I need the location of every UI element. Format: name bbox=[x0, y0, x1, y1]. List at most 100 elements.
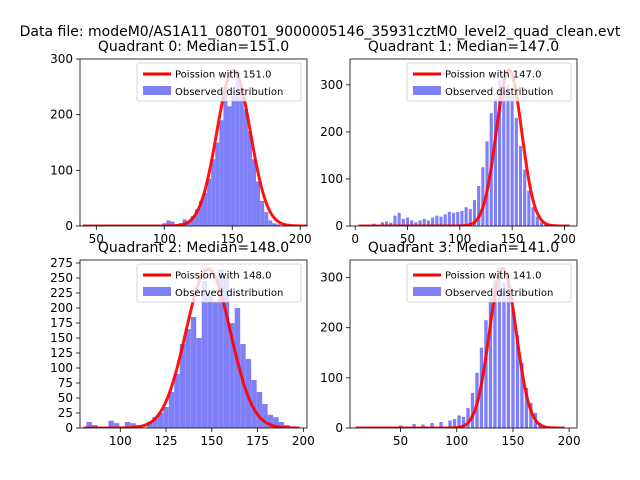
histogram-bar bbox=[460, 210, 464, 226]
histogram-bar bbox=[529, 402, 533, 428]
histogram-bar bbox=[468, 209, 472, 226]
histogram-bar bbox=[457, 415, 461, 428]
histogram-bar bbox=[439, 421, 443, 428]
histogram-bar bbox=[414, 222, 418, 226]
y-tick-label: 225 bbox=[50, 286, 73, 300]
x-tick-label: 200 bbox=[553, 232, 576, 246]
histogram-bar bbox=[389, 222, 393, 226]
histogram-bar bbox=[493, 98, 497, 226]
legend-label-observed: Observed distribution bbox=[445, 87, 553, 98]
y-tick-label: 0 bbox=[335, 421, 343, 435]
histogram-bar bbox=[207, 293, 213, 428]
legend-box bbox=[136, 62, 302, 102]
y-tick-label: 200 bbox=[50, 301, 73, 315]
y-tick-label: 200 bbox=[320, 321, 343, 335]
histogram-bar bbox=[497, 267, 502, 428]
histogram-bar bbox=[207, 178, 212, 226]
histogram-bar bbox=[531, 207, 535, 226]
y-tick-label: 300 bbox=[320, 78, 343, 92]
x-tick-label: 50 bbox=[393, 434, 408, 448]
x-tick-label: 200 bbox=[289, 232, 312, 246]
histogram-bar bbox=[190, 215, 195, 226]
histogram-bar bbox=[405, 217, 410, 226]
histogram-bar bbox=[251, 159, 257, 226]
histogram-bars bbox=[86, 269, 290, 428]
histogram-bar bbox=[523, 169, 527, 226]
y-tick-label: 300 bbox=[320, 271, 343, 285]
y-tick-label: 100 bbox=[50, 361, 73, 375]
histogram-bar bbox=[435, 215, 439, 226]
y-tick-label: 150 bbox=[50, 331, 73, 345]
y-tick-label: 100 bbox=[320, 371, 343, 385]
legend-label-poisson: Poission with 148.0 bbox=[175, 271, 271, 282]
histogram-bar bbox=[168, 392, 175, 428]
histogram-bar bbox=[544, 224, 548, 226]
histogram-bar bbox=[234, 308, 241, 428]
histogram-bar bbox=[451, 212, 456, 226]
y-tick-label: 100 bbox=[50, 163, 73, 177]
legend-box bbox=[136, 263, 302, 303]
y-tick-label: 0 bbox=[65, 421, 73, 435]
y-tick-label: 200 bbox=[320, 125, 343, 139]
y-tick-label: 275 bbox=[50, 256, 73, 270]
panel-quadrant-0: 50 100 150 200 0 100 200 300 Quadrant 0: Median=… bbox=[50, 39, 312, 246]
histogram-bar bbox=[426, 220, 431, 226]
legend-patch-swatch bbox=[143, 287, 171, 296]
legend-label-observed: Observed distribution bbox=[175, 288, 283, 299]
histogram-bar bbox=[262, 404, 268, 428]
histogram-bar bbox=[518, 146, 523, 226]
panel-title: Quadrant 0: Median=151.0 bbox=[98, 39, 289, 55]
histogram-bar bbox=[239, 86, 244, 226]
histogram-bar bbox=[506, 84, 510, 226]
histogram-bar bbox=[108, 420, 114, 428]
legend-box bbox=[406, 62, 572, 102]
histogram-bar bbox=[130, 423, 136, 428]
panel-quadrant-1: 0 50 100 150 200 0 100 200 300 Quadrant 1: Median… bbox=[320, 39, 578, 246]
histogram-bar bbox=[520, 362, 524, 428]
x-tick-label: 100 bbox=[153, 232, 176, 246]
histogram-bar bbox=[443, 214, 447, 226]
histogram-bar bbox=[272, 223, 277, 226]
histogram-bar bbox=[264, 212, 269, 226]
x-tick-label: 150 bbox=[221, 232, 244, 246]
y-tick-label: 300 bbox=[50, 52, 73, 66]
histogram-bar bbox=[380, 222, 384, 226]
y-tick-label: 100 bbox=[320, 172, 343, 186]
histogram-bar bbox=[418, 220, 422, 226]
x-tick-label: 125 bbox=[155, 434, 178, 448]
x-tick-label: 50 bbox=[400, 232, 415, 246]
histogram-bar bbox=[196, 338, 202, 428]
panel-quadrant-3: 50 100 150 200 0 100 200 300 Quadrant 3: Median=… bbox=[320, 240, 580, 448]
histogram-bar bbox=[385, 221, 389, 226]
histogram-bar bbox=[498, 80, 502, 226]
legend-box bbox=[406, 263, 572, 303]
histogram-bar bbox=[212, 302, 219, 428]
figure-suptitle: Data file: modeM0/AS1A11_080T01_90000051… bbox=[20, 24, 621, 40]
legend-patch-swatch bbox=[143, 86, 171, 95]
histogram-bar bbox=[527, 190, 531, 226]
histogram-bar bbox=[510, 94, 514, 226]
histogram-bar bbox=[466, 407, 470, 428]
histogram-bar bbox=[452, 418, 457, 428]
histogram-bar bbox=[431, 217, 435, 226]
histogram-bar bbox=[393, 215, 397, 226]
y-tick-label: 0 bbox=[65, 219, 73, 233]
histogram-bar bbox=[146, 422, 153, 428]
histogram-bar bbox=[113, 423, 120, 428]
panel-title: Quadrant 1: Median=147.0 bbox=[368, 39, 559, 55]
histogram-bar bbox=[198, 200, 204, 226]
histogram-bar bbox=[223, 86, 228, 226]
axes-frame bbox=[79, 259, 308, 429]
histogram-bar bbox=[86, 422, 92, 428]
x-tick-label: 150 bbox=[501, 434, 524, 448]
poisson-curve bbox=[354, 267, 566, 428]
histogram-bar bbox=[186, 221, 191, 226]
histogram-bar bbox=[401, 218, 405, 226]
histogram-bar bbox=[430, 422, 434, 428]
histogram-bar bbox=[231, 95, 236, 226]
panel-quadrant-2: 100 125 150 175 2000255075100125150175200225… bbox=[50, 240, 315, 448]
histogram-bar bbox=[215, 142, 220, 226]
histogram-bar bbox=[410, 220, 414, 226]
histogram-bar bbox=[174, 374, 180, 428]
axes-frame bbox=[79, 58, 308, 227]
